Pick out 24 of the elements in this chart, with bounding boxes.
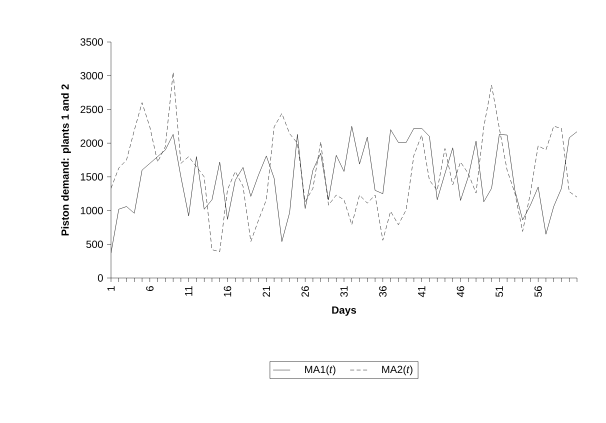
x-tick-label: 21 — [262, 286, 270, 297]
x-tick-label: 46 — [456, 286, 464, 298]
y-tick-label: 0 — [98, 274, 103, 282]
y-tick-label: 3500 — [80, 38, 103, 46]
x-tick-label: 11 — [185, 286, 192, 296]
legend-label: MA2(t) — [382, 365, 412, 376]
x-tick-label: 31 — [340, 286, 348, 297]
x-tick-label: 16 — [224, 286, 232, 297]
legend-label: MA1(t) — [305, 365, 336, 376]
x-tick-label: 56 — [534, 286, 542, 297]
y-axis-title: Piston demand: plants 1 and 2 — [61, 84, 71, 236]
x-axis-title: Days — [332, 306, 356, 316]
x-tick-label: 51 — [496, 286, 503, 297]
x-tick-label: 6 — [146, 286, 154, 291]
y-tick-label: 1500 — [80, 173, 103, 181]
x-tick-label: 36 — [379, 286, 387, 297]
y-tick-label: 2500 — [80, 106, 103, 114]
y-tick-label: 1000 — [80, 206, 103, 214]
y-tick-label: 3000 — [80, 72, 103, 80]
x-tick-label: 26 — [301, 286, 309, 297]
x-tick-label: 41 — [418, 286, 426, 298]
y-tick-label: 500 — [86, 240, 103, 248]
y-tick-label: 2000 — [80, 139, 103, 147]
x-tick-label: 1 — [107, 286, 115, 291]
